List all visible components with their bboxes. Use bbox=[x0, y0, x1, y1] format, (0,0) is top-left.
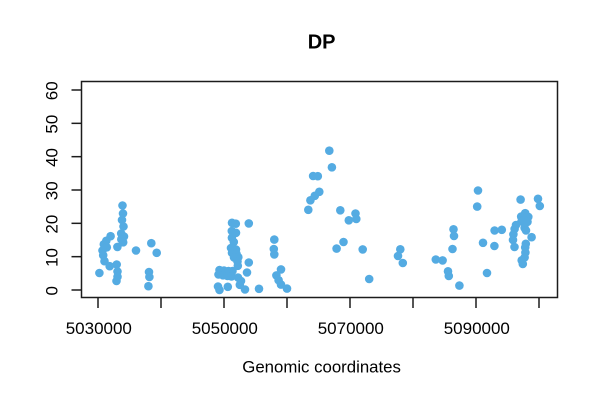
svg-text:60: 60 bbox=[43, 81, 62, 100]
svg-text:DP: DP bbox=[308, 32, 336, 54]
svg-text:5050000: 5050000 bbox=[192, 319, 258, 338]
svg-text:20: 20 bbox=[43, 215, 62, 234]
svg-text:40: 40 bbox=[43, 148, 62, 167]
svg-text:5090000: 5090000 bbox=[444, 319, 510, 338]
svg-text:0: 0 bbox=[43, 286, 62, 295]
svg-text:50: 50 bbox=[43, 115, 62, 134]
svg-text:10: 10 bbox=[43, 248, 62, 267]
svg-text:5030000: 5030000 bbox=[66, 319, 132, 338]
svg-text:5070000: 5070000 bbox=[318, 319, 384, 338]
svg-text:Genomic coordinates: Genomic coordinates bbox=[242, 358, 401, 377]
svg-text:30: 30 bbox=[43, 181, 62, 200]
